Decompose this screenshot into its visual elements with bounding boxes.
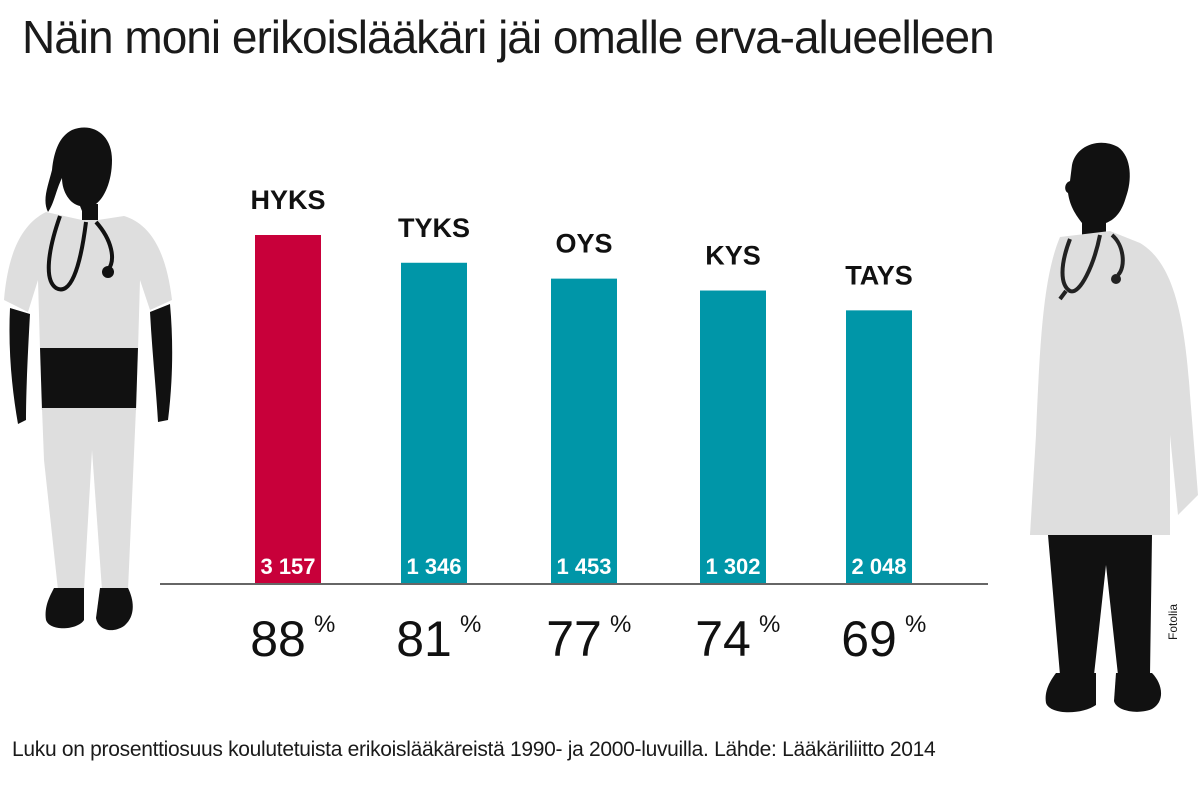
category-label-tyks: TYKS <box>398 213 470 243</box>
category-label-oys: OYS <box>555 229 612 259</box>
count-label-kys: 1 302 <box>705 554 760 579</box>
category-label-kys: KYS <box>705 241 761 271</box>
footnote: Luku on prosenttiosuus koulutetuista eri… <box>12 738 936 761</box>
count-label-hyks: 3 157 <box>260 554 315 579</box>
bar-tays <box>846 310 912 584</box>
bar-hyks <box>255 235 321 584</box>
percent-unit-oys: % <box>610 611 631 638</box>
percent-unit-tays: % <box>905 611 926 638</box>
percent-value-hyks: 88 <box>250 611 306 667</box>
count-label-tays: 2 048 <box>851 554 906 579</box>
percent-value-tyks: 81 <box>396 611 452 667</box>
category-label-hyks: HYKS <box>250 185 325 215</box>
bar-oys <box>551 278 617 584</box>
category-label-tays: TAYS <box>845 260 913 290</box>
percent-unit-hyks: % <box>314 611 335 638</box>
bar-kys <box>700 290 766 584</box>
photo-credit: Fotolia <box>1166 603 1180 640</box>
percent-unit-kys: % <box>759 611 780 638</box>
percent-unit-tyks: % <box>460 611 481 638</box>
female-nurse-silhouette-icon <box>4 127 173 631</box>
count-label-oys: 1 453 <box>556 554 611 579</box>
percent-value-oys: 77 <box>546 611 602 667</box>
count-label-tyks: 1 346 <box>406 554 461 579</box>
male-doctor-silhouette-icon <box>1030 142 1198 713</box>
percent-value-kys: 74 <box>695 611 751 667</box>
chart-title: Näin moni erikoislääkäri jäi omalle erva… <box>22 11 995 63</box>
bar-tyks <box>401 262 467 584</box>
percent-value-tays: 69 <box>841 611 897 667</box>
